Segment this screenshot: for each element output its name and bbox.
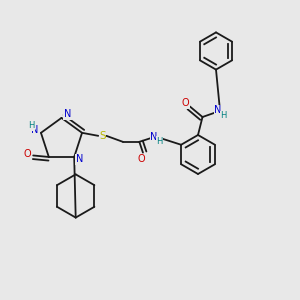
Text: N: N <box>64 109 71 119</box>
Text: N: N <box>31 125 38 135</box>
Text: O: O <box>24 149 32 159</box>
Text: N: N <box>76 154 83 164</box>
Text: N: N <box>150 132 158 142</box>
Text: O: O <box>137 154 145 164</box>
Text: O: O <box>182 98 190 109</box>
Text: S: S <box>99 131 106 141</box>
Text: H: H <box>28 121 34 130</box>
Text: N: N <box>214 105 221 115</box>
Text: H: H <box>156 137 163 146</box>
Text: H: H <box>220 111 227 120</box>
